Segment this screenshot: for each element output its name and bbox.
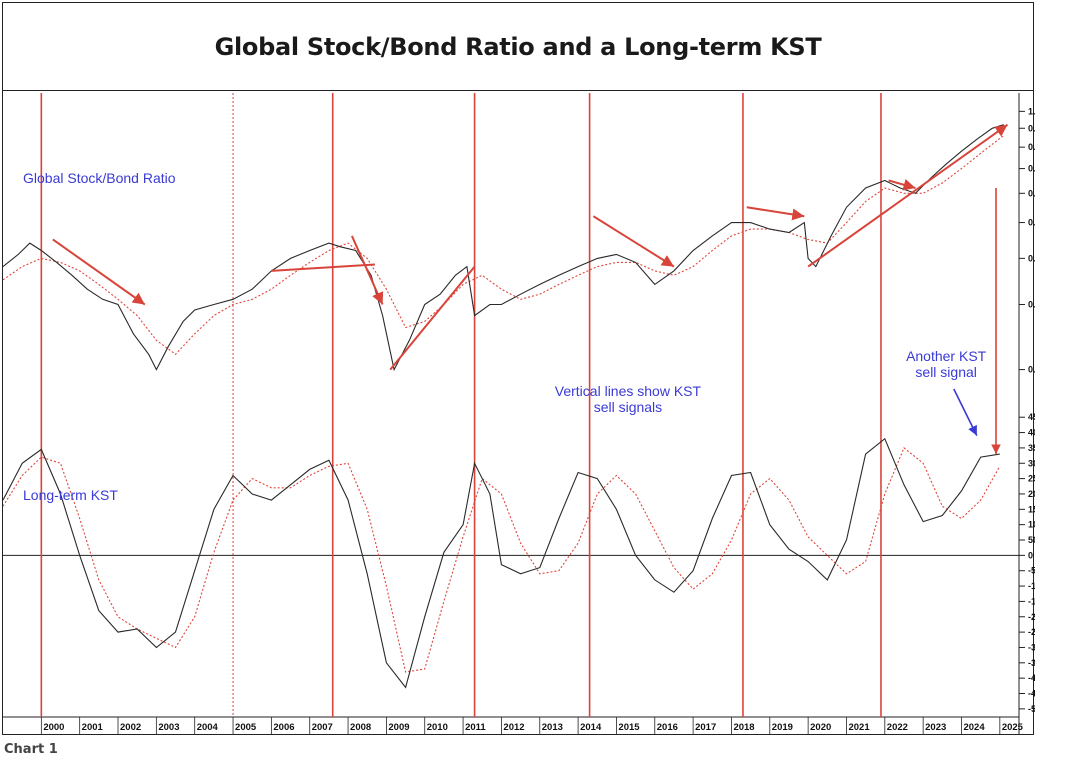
trend-arrow-7 [888, 179, 916, 191]
upper-panel-label-line: Global Stock/Bond Ratio [23, 170, 176, 186]
x-tick-label: 2013 [542, 722, 563, 733]
x-tick-label: 2024 [963, 722, 985, 733]
lower-y-tick-label: 350 [1028, 443, 1035, 453]
trend-arrow-0 [52, 238, 146, 306]
x-tick-label: 2016 [657, 722, 678, 733]
trend-arrow-2 [350, 235, 384, 305]
upper-y-tick-label: 0.6 [1028, 188, 1035, 198]
upper-y-tick-label: 0.7 [1028, 164, 1035, 174]
upper-panel-label: Global Stock/Bond Ratio [23, 170, 176, 186]
x-tick-label: 2009 [388, 722, 409, 733]
sell-signal-note: Vertical lines show KST sell signals [555, 383, 702, 415]
lower-y-tick-label: 150 [1028, 504, 1035, 514]
another-sell-signal-note-line: sell signal [915, 364, 976, 380]
upper-y-tick-label: 0.3 [1028, 300, 1035, 310]
another-sell-signal-note-line: Another KST [906, 348, 987, 364]
lower-y-tick-label: 250 [1028, 474, 1035, 484]
lower-y-tick-label: -250 [1028, 627, 1035, 637]
lower-y-tick-label: 450 [1028, 412, 1035, 422]
x-tick-label: 2001 [82, 722, 104, 733]
lower-panel-label: Long-term KST [23, 487, 118, 503]
lower-y-tick-label: 50 [1028, 535, 1035, 545]
chart-caption: Chart 1 [4, 742, 58, 757]
chart-svg: 2000 2001 2002 2003 2004 2005 2006 2007 2008 2009… [3, 93, 1035, 734]
x-tick-label: 2000 [43, 722, 64, 733]
x-tick-label: 2021 [848, 722, 870, 733]
chart-frame: Global Stock/Bond Ratio and a Long-term … [2, 2, 1035, 735]
lower-kst-line [3, 437, 1000, 689]
upper-y-tick-label: 0.9 [1028, 123, 1035, 133]
x-tick-label: 2022 [887, 722, 908, 733]
x-tick-label: 2002 [120, 722, 141, 733]
x-tick-label: 2014 [580, 722, 602, 733]
x-tick-label: 2012 [503, 722, 524, 733]
x-tick-label: 2010 [427, 722, 448, 733]
x-tick-label: 2003 [158, 722, 179, 733]
sell-signal-note-line: sell signals [594, 399, 662, 415]
x-tick-label: 2020 [810, 722, 831, 733]
x-tick-label: 2011 [465, 722, 486, 733]
x-tick-label: 2018 [733, 722, 754, 733]
title-bar: Global Stock/Bond Ratio and a Long-term … [3, 3, 1033, 91]
x-tick-label: 2015 [618, 722, 640, 733]
x-tick-label: 2017 [695, 722, 716, 733]
lower-panel-label-line: Long-term KST [23, 487, 118, 503]
sell-signal-note-line: Vertical lines show KST [555, 383, 702, 399]
trend-arrow-6 [807, 123, 1009, 268]
lower-y-tick-label: -150 [1028, 596, 1035, 606]
lower-y-tick-label: 0 [1028, 550, 1033, 560]
another-sell-signal-note: Another KST sell signal [906, 348, 987, 380]
x-tick-label: 2005 [235, 722, 257, 733]
trend-arrow-5 [746, 206, 805, 221]
lower-y-tick-label: -350 [1028, 658, 1035, 668]
lower-y-tick-label: -500 [1028, 704, 1035, 714]
blue-pointer-arrow [953, 388, 978, 436]
upper-ratio-line [3, 124, 1004, 372]
x-tick-label: 2019 [772, 722, 793, 733]
x-tick-label: 2023 [925, 722, 946, 733]
lower-y-tick-label: -450 [1028, 689, 1035, 699]
x-tick-label: 2004 [197, 722, 219, 733]
upper-y-tick-label: 0.4 [1028, 253, 1035, 263]
upper-y-tick-label: 0.2 [1028, 365, 1035, 375]
lower-signal-line [3, 447, 1001, 673]
lower-y-tick-label: 200 [1028, 489, 1035, 499]
upper-y-tick-label: 0.5 [1028, 218, 1035, 228]
trend-arrow-3 [389, 265, 476, 371]
lower-y-tick-label: 100 [1028, 520, 1035, 530]
upper-y-tick-label: 0.8 [1028, 142, 1035, 152]
lower-y-tick-label: -200 [1028, 612, 1035, 622]
x-tick-label: 2025 [1002, 722, 1024, 733]
trend-arrow-1 [271, 263, 375, 272]
lower-y-tick-label: -300 [1028, 642, 1035, 652]
trend-arrow-4 [592, 215, 675, 268]
lower-y-tick-label: -50 [1028, 566, 1035, 576]
lower-y-tick-label: -400 [1028, 673, 1035, 683]
lower-y-tick-label: 400 [1028, 428, 1035, 438]
x-tick-label: 2008 [350, 722, 371, 733]
upper-moving-average-line [3, 135, 1005, 356]
x-tick-label: 2006 [273, 722, 294, 733]
upper-y-tick-label: 1.0 [1028, 106, 1035, 116]
lower-y-tick-label: -100 [1028, 581, 1035, 591]
lower-y-tick-label: 300 [1028, 458, 1035, 468]
x-tick-label: 2007 [312, 722, 333, 733]
chart-title: Global Stock/Bond Ratio and a Long-term … [214, 32, 822, 61]
